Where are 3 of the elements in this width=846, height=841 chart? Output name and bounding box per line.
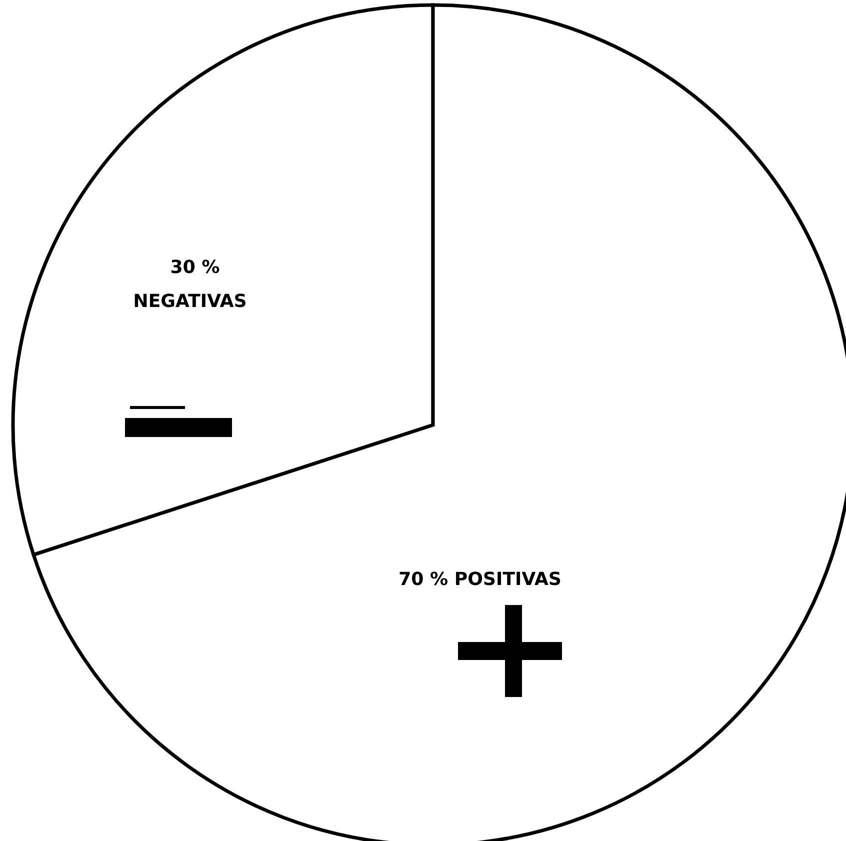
slice-label: 70 % POSITIVAS xyxy=(400,572,560,586)
data-label: 30 % xyxy=(171,260,220,274)
slice-label: NEGATIVAS xyxy=(134,294,246,308)
